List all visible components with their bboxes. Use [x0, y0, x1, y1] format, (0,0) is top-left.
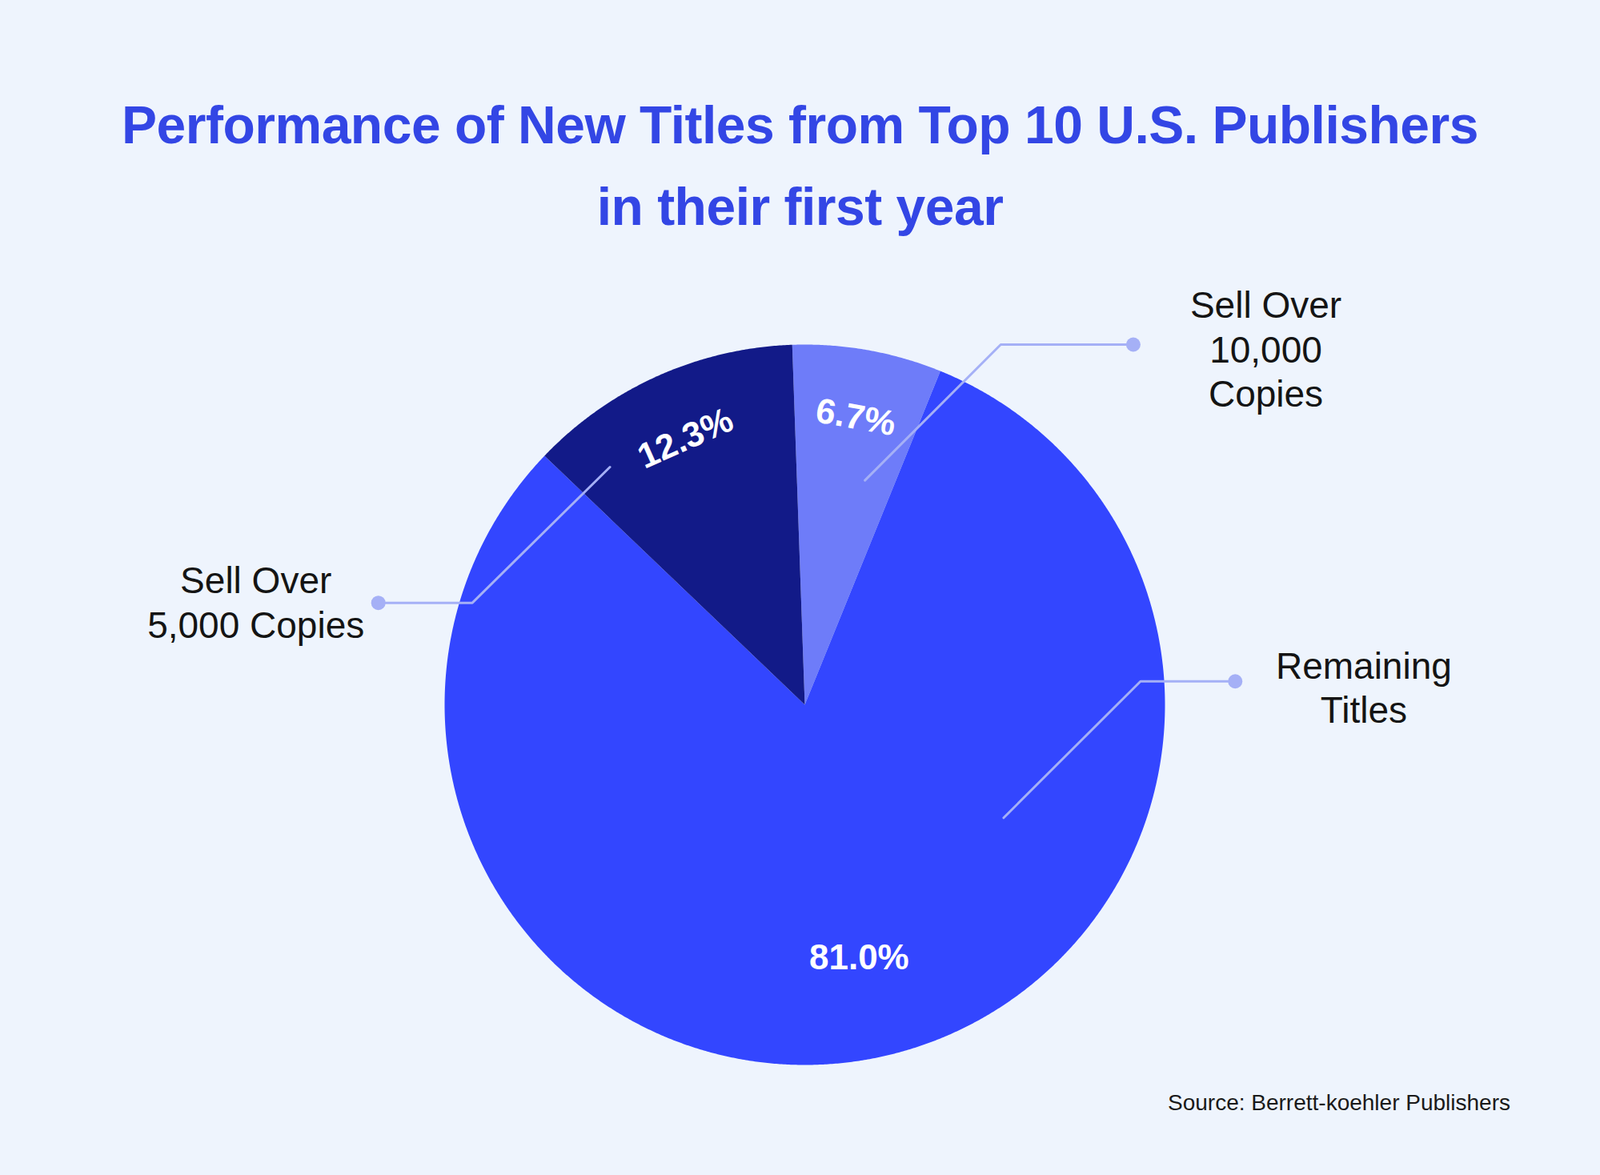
html-text:Performance of New Titles from: Performance of New Titles from Top 10 U.… — [121, 95, 1479, 237]
svg-text:12.3%: 12.3% — [631, 399, 739, 477]
svg-text:81.0%: 81.0% — [809, 937, 910, 977]
svg-text:6.7%: 6.7% — [813, 389, 899, 443]
svg-text:Sell Over10,000Copies: Sell Over10,000Copies — [1190, 284, 1342, 414]
svg-text:RemainingTitles: RemainingTitles — [1275, 645, 1452, 731]
svg-text:Sell Over5,000 Copies: Sell Over5,000 Copies — [147, 559, 365, 646]
html-text:Source: Berrett-koehler Publis: Source: Berrett-koehler Publishers — [1167, 1090, 1511, 1115]
